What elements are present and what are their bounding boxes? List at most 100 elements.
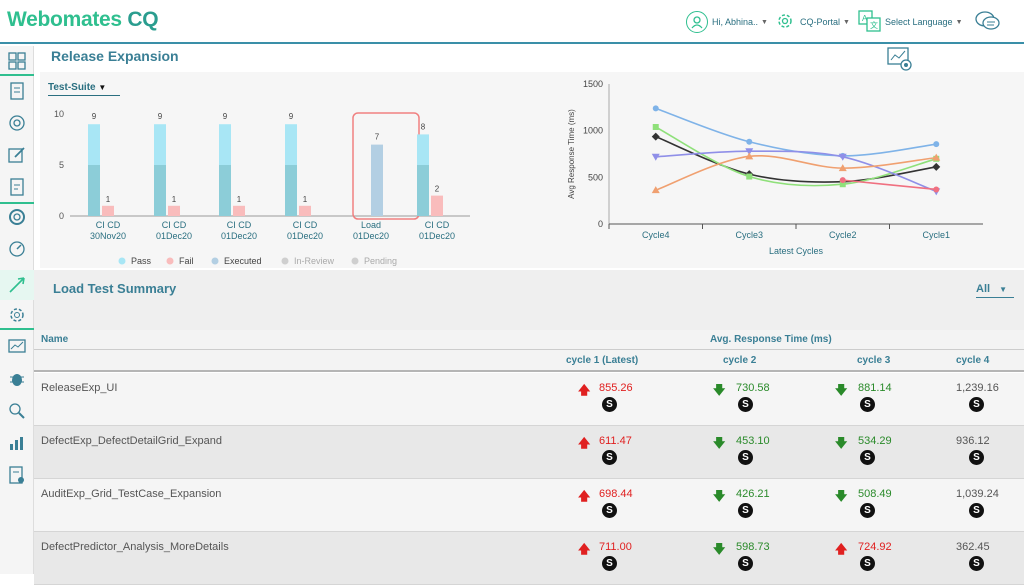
bar-total-label: 9 (92, 112, 97, 121)
user-icon (686, 11, 708, 33)
bug-icon[interactable] (6, 368, 28, 390)
y-tick-label: 0 (59, 211, 64, 221)
bar-executed (371, 144, 383, 216)
portal-menu[interactable]: CQ-Portal ▼ (774, 10, 850, 34)
logo[interactable]: Webomates CQ (7, 8, 159, 31)
bar-chart-icon[interactable] (6, 432, 28, 454)
row-name: DefectPredictor_Analysis_MoreDetails (41, 541, 229, 553)
arrow-up-icon: 🡅 (578, 383, 591, 397)
chevron-down-icon: ▼ (955, 18, 963, 26)
arrow-up-icon: 🡅 (835, 542, 848, 556)
portal-label: CQ-Portal (800, 17, 841, 27)
arrow-up-icon: 🡅 (578, 489, 591, 503)
stats-badge-icon[interactable]: S (602, 503, 617, 518)
table-row[interactable]: DefectExp_DefectDetailGrid_Expand 🡅 611.47… (34, 426, 1024, 479)
bar-total-label: 7 (375, 133, 380, 142)
report-icon[interactable] (6, 176, 28, 198)
gauge-icon[interactable] (6, 238, 28, 260)
series-point (839, 181, 846, 188)
target-icon[interactable] (6, 112, 28, 134)
settings-icon[interactable] (6, 304, 28, 326)
legend-marker (351, 257, 359, 265)
arrow-down-icon: 🡇 (713, 383, 726, 397)
chart-report-icon[interactable] (6, 336, 28, 358)
legend-label: Fail (179, 256, 194, 266)
series-line (655, 154, 937, 191)
legend-label: Executed (224, 256, 262, 266)
cycle-icon[interactable] (6, 206, 28, 228)
arrow-down-icon: 🡇 (713, 489, 726, 503)
cycle2-value: 426.21 (736, 488, 770, 500)
table-row[interactable]: DefectPredictor_Analysis_MoreDetails 🡅 711… (34, 532, 1024, 585)
legend-label: Pending (364, 256, 397, 266)
edit-icon[interactable] (6, 144, 28, 166)
series-point (746, 138, 753, 145)
bar-executed (219, 165, 231, 216)
y-tick-label: 5 (59, 160, 64, 170)
bar-fail-label: 2 (435, 185, 440, 194)
header-cycle3: cycle 3 (857, 355, 891, 366)
stats-badge-icon[interactable]: S (738, 450, 753, 465)
stats-badge-icon[interactable]: S (969, 397, 984, 412)
cycle4-value: 936.12 (956, 435, 990, 447)
bar-fail (431, 195, 443, 216)
row-name: AuditExp_Grid_TestCase_Expansion (41, 488, 222, 500)
sidebar-divider (0, 202, 34, 204)
arrow-down-icon: 🡇 (835, 383, 848, 397)
stats-badge-icon[interactable]: S (969, 556, 984, 571)
x-tick-label-line2: 01Dec20 (221, 231, 257, 241)
stats-badge-icon[interactable]: S (738, 503, 753, 518)
stats-badge-icon[interactable]: S (738, 556, 753, 571)
chat-icon (975, 9, 1001, 35)
series-point (932, 153, 941, 161)
bar-total-label: 9 (289, 112, 294, 121)
x-tick-label-line2: 01Dec20 (419, 231, 455, 241)
stats-badge-icon[interactable]: S (602, 556, 617, 571)
arrow-down-icon: 🡇 (835, 489, 848, 503)
y-tick-label: 1000 (583, 126, 603, 136)
y-tick-label: 1500 (583, 79, 603, 89)
user-menu[interactable]: Hi, Abhina.. ▼ (686, 10, 768, 34)
series-line (655, 150, 937, 193)
series-point (651, 186, 660, 194)
stats-badge-icon[interactable]: S (860, 556, 875, 571)
svg-text:文: 文 (870, 20, 878, 30)
series-point (838, 164, 847, 172)
cycle4-value: 1,039.24 (956, 488, 999, 500)
stats-badge-icon[interactable]: S (969, 503, 984, 518)
test-suite-dropdown[interactable]: Test-Suite ▼ (48, 82, 120, 96)
table-row[interactable]: AuditExp_Grid_TestCase_Expansion 🡅 698.44 S… (34, 479, 1024, 532)
series-line (655, 107, 937, 157)
stats-badge-icon[interactable]: S (860, 503, 875, 518)
analytics-icon[interactable] (6, 400, 28, 422)
stats-badge-icon[interactable]: S (969, 450, 984, 465)
test-suite-icon[interactable] (6, 80, 28, 102)
stats-badge-icon[interactable]: S (860, 450, 875, 465)
x-tick-label-line1: Load (361, 220, 381, 230)
highlight-box (352, 112, 420, 220)
stats-badge-icon[interactable]: S (602, 397, 617, 412)
chat-button[interactable] (975, 10, 1001, 34)
series-point (838, 153, 847, 161)
document-settings-icon[interactable] (6, 464, 28, 486)
arrow-up-icon: 🡅 (578, 436, 591, 450)
bar-executed (88, 165, 100, 216)
y-axis-title: Avg Response Time (ms) (567, 109, 576, 199)
export-report-icon[interactable] (886, 46, 914, 72)
rocket-icon[interactable] (6, 274, 28, 296)
stats-badge-icon[interactable]: S (860, 397, 875, 412)
cycle4-value: 1,239.16 (956, 382, 999, 394)
x-tick-label-line1: CI CD (293, 220, 318, 230)
cycle1-value: 611.47 (599, 435, 632, 447)
header-name: Name (41, 334, 69, 345)
stats-badge-icon[interactable]: S (602, 450, 617, 465)
summary-title: Load Test Summary (53, 281, 177, 296)
dashboard-icon[interactable] (6, 50, 28, 72)
series-point (652, 124, 659, 131)
table-row[interactable]: ReleaseExp_UI 🡅 855.26 S 🡇 730.58 S 🡇 881.14 S 1,2… (34, 373, 1024, 426)
summary-filter-dropdown[interactable]: All ▼ (976, 283, 1014, 298)
stats-badge-icon[interactable]: S (738, 397, 753, 412)
bar-fail (102, 205, 114, 216)
